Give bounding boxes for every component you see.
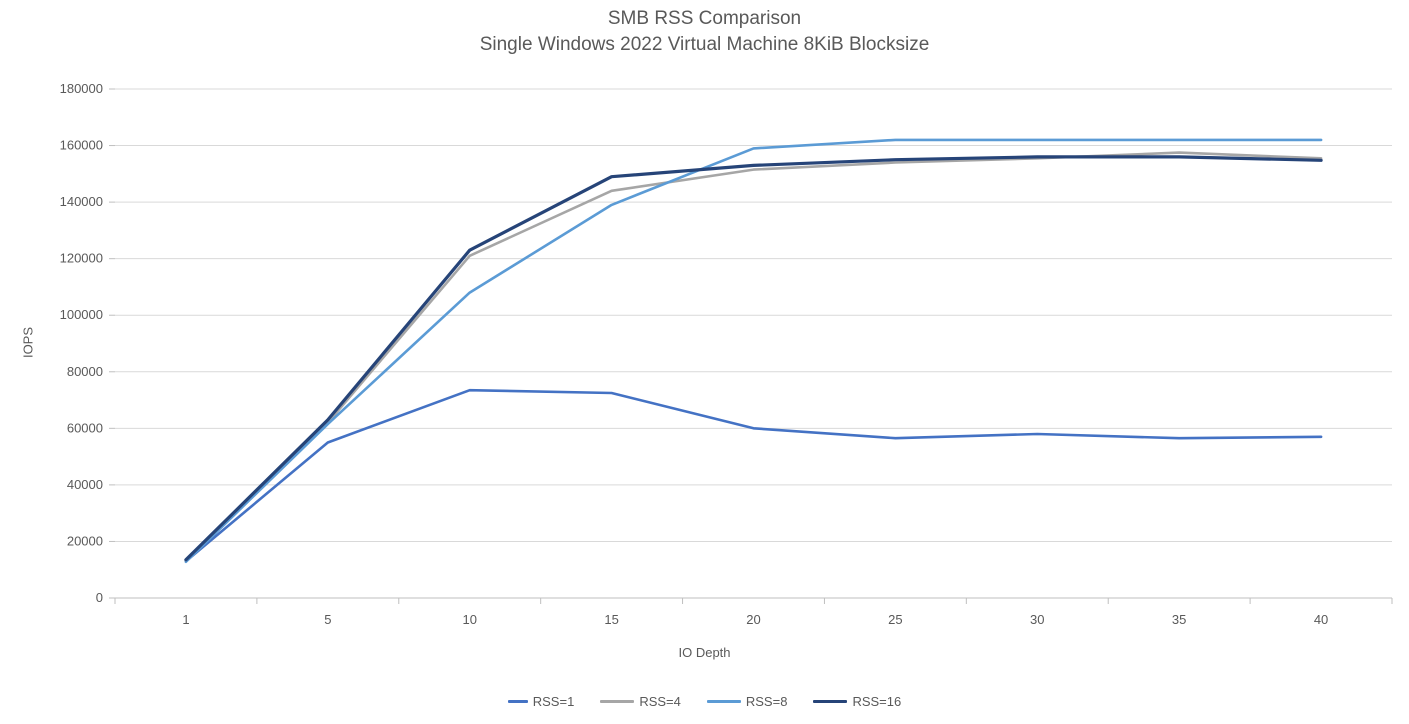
legend-swatch-rss-16 <box>813 700 848 703</box>
y-tick-label: 120000 <box>60 251 103 266</box>
y-tick-label: 0 <box>96 590 103 605</box>
y-tick-label: 140000 <box>60 194 103 209</box>
legend-item-rss-8: RSS=8 <box>706 694 788 709</box>
y-tick-label: 100000 <box>60 307 103 322</box>
x-tick-label: 40 <box>1314 612 1328 627</box>
chart-subtitle: Single Windows 2022 Virtual Machine 8KiB… <box>479 34 930 55</box>
chart-legend: RSS=1 RSS=4 RSS=8 RSS=16 <box>0 694 1409 709</box>
legend-swatch-rss-4 <box>600 700 635 703</box>
y-tick-label: 40000 <box>67 477 103 492</box>
series-line-rss-8 <box>184 138 1323 564</box>
x-tick-label: 1 <box>182 612 189 627</box>
y-axis-title: IOPS <box>20 326 36 359</box>
x-tick-label: 35 <box>1172 612 1186 627</box>
legend-label: RSS=16 <box>852 694 902 709</box>
x-tick-label: 15 <box>604 612 618 627</box>
legend-swatch-rss-8 <box>706 700 741 703</box>
legend-item-rss-1: RSS=1 <box>507 694 575 709</box>
chart-title-block: SMB RSS Comparison Single Windows 2022 V… <box>0 6 1409 58</box>
series-line-rss-4 <box>184 151 1323 563</box>
y-tick-label: 20000 <box>67 533 103 548</box>
y-tick-label: 180000 <box>60 81 103 96</box>
y-tick-label: 160000 <box>60 138 103 153</box>
x-tick-label: 5 <box>324 612 331 627</box>
x-axis-title: IO Depth <box>678 645 731 660</box>
legend-label: RSS=1 <box>532 694 575 709</box>
x-tick-label: 25 <box>888 612 902 627</box>
series-line-rss-1 <box>184 388 1323 563</box>
legend-item-rss-16: RSS=16 <box>813 694 901 709</box>
legend-label: RSS=4 <box>639 694 681 709</box>
chart-title: SMB RSS Comparison <box>607 8 802 29</box>
legend-item-rss-4: RSS=4 <box>600 694 681 709</box>
x-tick-label: 10 <box>462 612 476 627</box>
x-tick-label: 30 <box>1030 612 1044 627</box>
x-tick-label: 20 <box>746 612 760 627</box>
series-line-rss-16 <box>184 155 1323 562</box>
legend-label: RSS=8 <box>745 694 788 709</box>
y-tick-label: 80000 <box>67 364 103 379</box>
plot-area: 0 20000 40000 60000 80000 100000 120000 140000 1… <box>60 81 1393 627</box>
y-tick-label: 60000 <box>67 420 103 435</box>
legend-swatch-rss-1 <box>507 700 528 703</box>
